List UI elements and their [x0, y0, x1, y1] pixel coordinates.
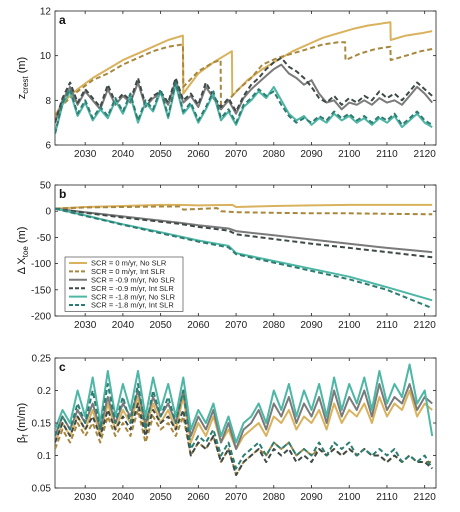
series-line-scr09	[55, 207, 433, 254]
panel-label: a	[59, 13, 66, 27]
y-tick-label: 0.25	[32, 354, 52, 365]
y-axis-label: βf (m/m)	[16, 403, 30, 443]
y-tick-label: 10	[40, 51, 52, 62]
x-tick-label: 2090	[300, 149, 323, 160]
x-tick-label: 2070	[225, 320, 248, 331]
y-tick-label: 12	[40, 7, 52, 18]
series-line-scr18_int	[55, 81, 433, 135]
panel-b: 2030 2040 2050 2060 2070 2080 2090 2100 2110 2120…	[16, 181, 437, 331]
legend-entry-label: SCR = -0.9 m/yr, Int SLR	[91, 284, 174, 293]
y-tick-label: 0.2	[37, 386, 51, 397]
axes-frame	[54, 10, 437, 146]
x-tick-label: 2070	[225, 492, 248, 503]
series-group	[55, 203, 433, 310]
x-tick-label: 2120	[414, 320, 437, 331]
x-tick-label: 2100	[338, 492, 361, 503]
series-line-scr18_int	[55, 207, 433, 310]
series-line-scr0_int	[55, 205, 433, 216]
x-tick-label: 2120	[414, 492, 437, 503]
x-tick-label: 2080	[263, 320, 286, 331]
y-tick-label: -200	[31, 312, 51, 323]
axes-frame	[54, 184, 437, 317]
y-axis-label: zcrest (m)	[16, 57, 30, 99]
y-axis-label: Δ Xtoe (m)	[16, 227, 30, 275]
x-tick-label: 2030	[74, 320, 97, 331]
y-tick-label: -50	[37, 233, 52, 244]
x-tick-label: 2080	[263, 492, 286, 503]
series-group	[55, 363, 434, 476]
y-tick-label: 8	[45, 96, 51, 107]
series-line-scr18	[55, 363, 434, 444]
legend-entry-label: SCR = 0 m/yr, No SLR	[91, 259, 167, 268]
legend-entry-label: SCR = -1.8 m/yr, Int SLR	[91, 301, 174, 310]
x-tick-label: 2050	[149, 320, 172, 331]
y-tick-label: 0.1	[37, 451, 51, 462]
x-tick-label: 2040	[112, 492, 135, 503]
y-tick-label: -150	[31, 285, 51, 296]
panel-c: 2030 2040 2050 2060 2070 2080 2090 2100 2110 2120…	[16, 354, 437, 503]
x-tick-label: 2030	[74, 149, 97, 160]
x-tick-label: 2090	[300, 320, 323, 331]
panel-a: 2030 2040 2050 2060 2070 2080 2090 2100 2110 2120…	[16, 7, 437, 160]
x-tick-label: 2030	[74, 492, 97, 503]
y-tick-label: 6	[45, 141, 51, 152]
x-tick-label: 2050	[149, 492, 172, 503]
x-tick-label: 2090	[300, 492, 323, 503]
x-tick-label: 2100	[338, 149, 361, 160]
x-tick-label: 2060	[187, 492, 210, 503]
panel-label: c	[59, 360, 66, 374]
y-tick-label: 0.15	[32, 419, 52, 430]
x-tick-label: 2110	[376, 320, 398, 331]
series-line-scr18_int	[55, 383, 434, 470]
x-tick-label: 2120	[414, 149, 437, 160]
x-tick-label: 2080	[263, 149, 286, 160]
y-tick-label: 50	[40, 181, 52, 192]
legend-entry-label: SCR = 0 m/yr, Int SLR	[91, 267, 166, 276]
y-tick-label: 0.05	[32, 484, 52, 495]
legend-entry-label: SCR = -1.8 m/yr, No SLR	[91, 292, 176, 301]
series-line-scr09_int	[55, 207, 433, 259]
x-tick-label: 2060	[187, 149, 210, 160]
legend-entry-label: SCR = -0.9 m/yr, No SLR	[91, 276, 176, 285]
x-tick-label: 2040	[112, 320, 135, 331]
series-line-scr0	[55, 389, 433, 450]
x-tick-label: 2110	[376, 149, 398, 160]
series-line-scr0_int	[55, 41, 433, 117]
y-tick-label: 0	[45, 207, 51, 218]
x-tick-label: 2040	[112, 149, 135, 160]
panel-label: b	[59, 187, 66, 201]
x-tick-label: 2110	[376, 492, 398, 503]
x-tick-label: 2060	[187, 320, 210, 331]
series-group	[55, 21, 433, 135]
x-tick-label: 2050	[149, 149, 172, 160]
x-tick-label: 2100	[338, 320, 361, 331]
y-tick-label: -100	[31, 259, 51, 270]
legend-box	[64, 256, 184, 312]
series-line-scr18	[55, 207, 433, 302]
x-tick-label: 2070	[225, 149, 248, 160]
